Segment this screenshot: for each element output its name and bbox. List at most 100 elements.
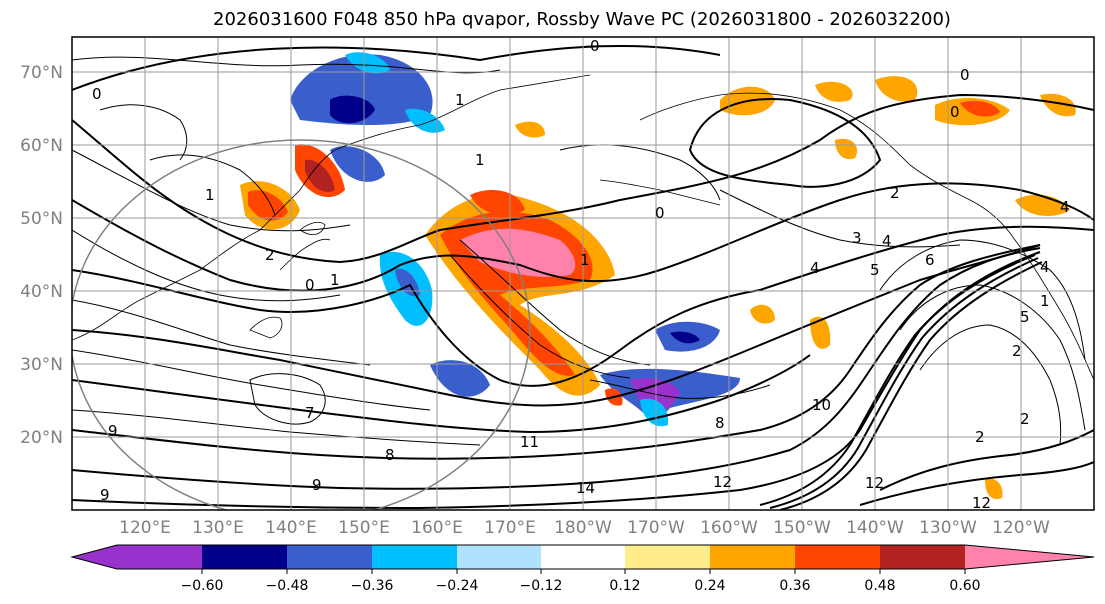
lat-label: 40°N xyxy=(20,282,63,302)
negative-anomaly-region xyxy=(405,108,445,133)
positive-anomaly-region xyxy=(515,121,545,138)
colorbar-outline xyxy=(70,544,1095,570)
contour-label: 7 xyxy=(305,404,315,422)
lon-label: 140°E xyxy=(265,518,317,538)
positive-anomaly-region xyxy=(875,76,918,102)
colorbar-segment xyxy=(795,545,880,569)
contour-label: 4 xyxy=(882,232,892,250)
lon-label: 140°W xyxy=(846,518,904,538)
contour-label: 2 xyxy=(975,428,985,446)
map-title: 2026031600 F048 850 hPa qvapor, Rossby W… xyxy=(213,9,951,30)
colorbar-tick-label: −0.24 xyxy=(436,578,479,594)
contour-label: 0 xyxy=(960,66,970,84)
negative-anomaly-region xyxy=(430,360,490,397)
contour-label: 6 xyxy=(925,251,935,269)
lon-label: 130°E xyxy=(192,518,244,538)
colorbar-tick-label: 0.48 xyxy=(864,578,895,594)
negative-anomaly-region xyxy=(330,146,385,182)
lon-label: 150°W xyxy=(773,518,831,538)
contour-label: 5 xyxy=(870,261,880,279)
contour-label: 4 xyxy=(1040,258,1050,276)
contour-label: 0 xyxy=(305,276,315,294)
contour-label: 14 xyxy=(576,479,595,497)
colorbar-segment xyxy=(880,545,965,569)
map-panel: 0 0 0 0 1 1 1 1 2 2 3 4 4 5 6 7 8 8 9 9 … xyxy=(71,36,1095,512)
positive-anomaly-region xyxy=(960,100,1000,117)
contour-label: 5 xyxy=(1020,308,1030,326)
longitude-axis: 120°E 130°E 140°E 150°E 160°E 170°E 180°… xyxy=(119,518,1050,538)
contour-label: 1 xyxy=(205,186,215,204)
lon-label: 150°E xyxy=(338,518,390,538)
positive-anomaly-region xyxy=(305,159,335,192)
positive-anomaly-region xyxy=(470,190,525,215)
contour-label: 9 xyxy=(100,486,110,504)
negative-anomaly-region xyxy=(395,268,420,297)
lon-label: 160°E xyxy=(411,518,463,538)
contour-label: 9 xyxy=(312,476,322,494)
colorbar-tick-label: 0.36 xyxy=(779,578,810,594)
colorbar-tick-label: −0.36 xyxy=(351,578,394,594)
positive-anomaly-region xyxy=(460,228,576,277)
colorbar-min-triangle xyxy=(72,545,117,569)
contour-label: 11 xyxy=(520,433,539,451)
colorbar-segment xyxy=(287,545,372,569)
contour-label: 8 xyxy=(385,446,395,464)
contour-label: 8 xyxy=(715,414,725,432)
contour-label: 2 xyxy=(265,246,275,264)
contour-label-group: 0 0 0 0 1 1 1 1 2 2 3 4 4 5 6 7 8 8 9 9 … xyxy=(92,37,1070,512)
colorbar-segment xyxy=(457,545,541,569)
lon-label: 160°W xyxy=(700,518,758,538)
colorbar-segment xyxy=(541,545,625,569)
contour-label: 12 xyxy=(972,494,991,512)
contour-label: 2 xyxy=(890,184,900,202)
colorbar-tick-label: 0.60 xyxy=(949,578,980,594)
latitude-axis: 70°N 60°N 50°N 40°N 30°N 20°N xyxy=(20,63,63,448)
lat-label: 60°N xyxy=(20,136,63,156)
positive-anomaly-region xyxy=(248,190,288,221)
contour-label: 1 xyxy=(1040,292,1050,310)
contour-lines xyxy=(72,44,1094,510)
contour-label: 0 xyxy=(655,204,665,222)
contour-label: 4 xyxy=(810,259,820,277)
colorbar-segment xyxy=(710,545,795,569)
lon-label: 170°E xyxy=(484,518,536,538)
positive-anomaly-region xyxy=(750,304,775,324)
colorbar-segment xyxy=(202,545,287,569)
negative-anomaly-region xyxy=(640,398,669,427)
contour-label: 10 xyxy=(812,396,831,414)
lon-label: 170°W xyxy=(627,518,685,538)
contour-label: 0 xyxy=(950,103,960,121)
colorbar: −0.60 −0.48 −0.36 −0.24 −0.12 0.12 0.24 … xyxy=(70,544,1095,594)
colorbar-ticks xyxy=(201,569,966,574)
contour-label: 1 xyxy=(455,91,465,109)
contour-label: 12 xyxy=(865,474,884,492)
positive-anomaly-region xyxy=(1040,93,1076,117)
contour-label: 4 xyxy=(1060,198,1070,216)
colorbar-segment xyxy=(117,545,202,569)
negative-anomaly-region xyxy=(345,52,390,74)
graticule xyxy=(72,37,1094,510)
lon-label: 120°W xyxy=(992,518,1050,538)
colorbar-tick-label: 0.24 xyxy=(694,578,725,594)
region-outline xyxy=(72,139,531,510)
contour-label: 3 xyxy=(852,229,862,247)
colorbar-tick-label: −0.60 xyxy=(181,578,224,594)
positive-anomaly-region xyxy=(815,81,853,102)
contour-label: 12 xyxy=(713,473,732,491)
contour-label: 2 xyxy=(1020,410,1030,428)
lon-label: 130°W xyxy=(919,518,977,538)
contour-label: 9 xyxy=(108,422,118,440)
positive-anomaly-region xyxy=(985,478,1003,500)
contour-label: 2 xyxy=(1012,342,1022,360)
contour-label: 1 xyxy=(330,271,340,289)
colorbar-segment xyxy=(372,545,457,569)
lat-label: 70°N xyxy=(20,63,63,83)
map-frame xyxy=(71,36,1095,511)
coastlines xyxy=(72,74,1094,381)
lon-label: 120°E xyxy=(119,518,171,538)
colorbar-max-triangle xyxy=(965,545,1094,569)
colorbar-tick-label: −0.48 xyxy=(266,578,309,594)
contour-label: 0 xyxy=(92,85,102,103)
lat-label: 50°N xyxy=(20,209,63,229)
